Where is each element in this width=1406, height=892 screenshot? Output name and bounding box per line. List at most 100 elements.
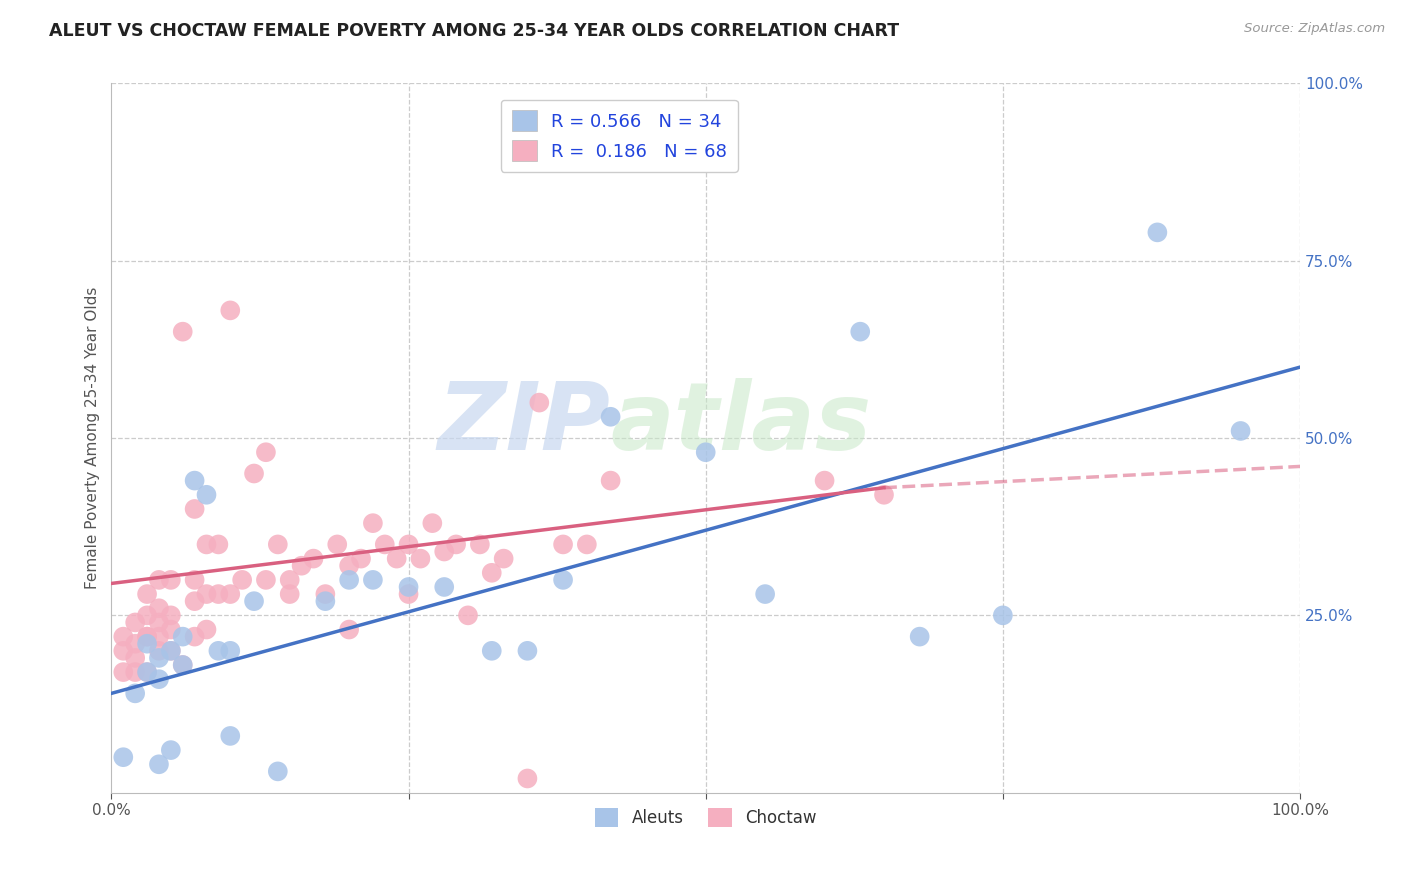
Legend: Aleuts, Choctaw: Aleuts, Choctaw <box>588 801 824 834</box>
Point <box>112 644 135 658</box>
Point <box>195 623 218 637</box>
Point <box>219 729 242 743</box>
Point <box>374 537 396 551</box>
Point <box>243 467 266 481</box>
Point <box>481 644 503 658</box>
Point <box>195 488 218 502</box>
Point <box>278 587 301 601</box>
Point <box>160 644 183 658</box>
Text: atlas: atlas <box>610 378 872 470</box>
Point <box>599 409 621 424</box>
Text: ALEUT VS CHOCTAW FEMALE POVERTY AMONG 25-34 YEAR OLDS CORRELATION CHART: ALEUT VS CHOCTAW FEMALE POVERTY AMONG 25… <box>49 22 900 40</box>
Point <box>813 474 835 488</box>
Point <box>991 608 1014 623</box>
Point <box>314 587 336 601</box>
Point <box>468 537 491 551</box>
Point <box>183 594 205 608</box>
Point <box>291 558 314 573</box>
Point <box>1229 424 1251 438</box>
Point <box>754 587 776 601</box>
Point <box>112 630 135 644</box>
Point <box>160 623 183 637</box>
Point <box>350 551 373 566</box>
Point <box>337 573 360 587</box>
Point <box>207 644 229 658</box>
Point <box>183 474 205 488</box>
Point <box>148 573 170 587</box>
Point <box>124 651 146 665</box>
Point <box>1146 226 1168 240</box>
Point <box>314 594 336 608</box>
Point <box>492 551 515 566</box>
Point <box>148 651 170 665</box>
Point <box>183 502 205 516</box>
Point <box>219 303 242 318</box>
Point <box>219 644 242 658</box>
Point <box>385 551 408 566</box>
Point <box>398 537 420 551</box>
Point <box>136 665 159 679</box>
Point <box>172 630 194 644</box>
Point <box>136 630 159 644</box>
Point <box>444 537 467 551</box>
Point <box>112 665 135 679</box>
Point <box>908 630 931 644</box>
Point <box>124 686 146 700</box>
Point <box>551 573 574 587</box>
Point <box>207 587 229 601</box>
Point <box>219 587 242 601</box>
Point <box>575 537 598 551</box>
Point <box>231 573 253 587</box>
Point <box>207 537 229 551</box>
Point <box>302 551 325 566</box>
Point <box>516 772 538 786</box>
Point <box>160 644 183 658</box>
Point <box>433 544 456 558</box>
Point <box>136 587 159 601</box>
Point <box>172 658 194 673</box>
Point <box>361 516 384 530</box>
Point <box>136 630 159 644</box>
Point <box>849 325 872 339</box>
Point <box>254 573 277 587</box>
Point <box>124 637 146 651</box>
Point <box>361 573 384 587</box>
Point <box>529 395 551 409</box>
Text: Source: ZipAtlas.com: Source: ZipAtlas.com <box>1244 22 1385 36</box>
Point <box>172 658 194 673</box>
Point <box>398 587 420 601</box>
Point <box>183 573 205 587</box>
Point <box>873 488 896 502</box>
Point <box>243 594 266 608</box>
Point <box>267 537 290 551</box>
Point <box>433 580 456 594</box>
Text: ZIP: ZIP <box>437 378 610 470</box>
Point <box>337 623 360 637</box>
Point <box>337 558 360 573</box>
Point <box>481 566 503 580</box>
Point <box>195 537 218 551</box>
Point <box>124 615 146 630</box>
Point <box>148 757 170 772</box>
Point <box>136 608 159 623</box>
Point <box>124 665 146 679</box>
Point <box>409 551 432 566</box>
Point <box>160 573 183 587</box>
Point <box>516 644 538 658</box>
Point <box>148 672 170 686</box>
Point <box>183 630 205 644</box>
Point <box>398 580 420 594</box>
Point <box>148 615 170 630</box>
Point <box>695 445 717 459</box>
Point <box>326 537 349 551</box>
Point <box>195 587 218 601</box>
Point <box>599 474 621 488</box>
Point <box>420 516 443 530</box>
Point <box>148 644 170 658</box>
Point <box>136 637 159 651</box>
Y-axis label: Female Poverty Among 25-34 Year Olds: Female Poverty Among 25-34 Year Olds <box>86 287 100 590</box>
Point <box>160 743 183 757</box>
Point <box>136 665 159 679</box>
Point <box>278 573 301 587</box>
Point <box>148 630 170 644</box>
